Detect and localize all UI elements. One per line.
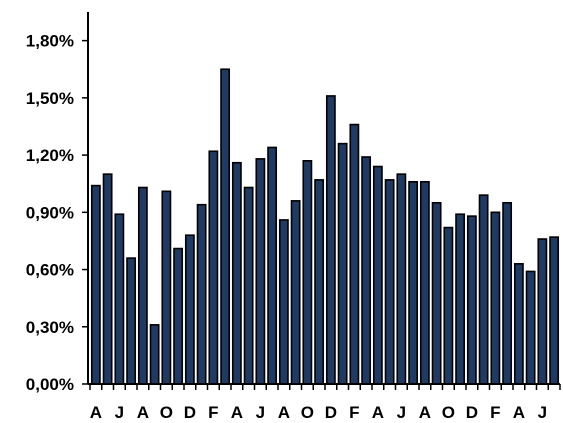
bar <box>431 201 442 385</box>
x-tick-label: D <box>184 403 196 422</box>
x-tick-label: A <box>372 403 384 422</box>
x-tick-label: O <box>442 403 455 422</box>
bar <box>231 161 242 385</box>
bar <box>267 146 278 385</box>
x-tick-label: D <box>466 403 478 422</box>
x-tick-label: J <box>538 403 547 422</box>
bars-layer <box>90 68 560 385</box>
x-tick-label: A <box>231 403 243 422</box>
bar <box>455 213 466 385</box>
bar <box>361 156 372 385</box>
bar <box>290 200 301 385</box>
y-tick-label: 0,30% <box>26 318 74 337</box>
bar <box>537 238 548 385</box>
x-tick-label: D <box>325 403 337 422</box>
x-tick-label: J <box>397 403 406 422</box>
bar <box>208 150 219 385</box>
bar <box>384 179 395 385</box>
y-tick-label: 0,00% <box>26 375 74 394</box>
bar <box>549 236 560 385</box>
y-tick-label: 1,50% <box>26 89 74 108</box>
y-tick-label: 0,60% <box>26 261 74 280</box>
bar <box>478 194 489 385</box>
bar <box>114 213 125 385</box>
bar <box>149 324 160 385</box>
y-tick-label: 1,20% <box>26 146 74 165</box>
bar <box>513 263 524 385</box>
x-tick-label: J <box>115 403 124 422</box>
x-tick-label: A <box>513 403 525 422</box>
x-tick-label: A <box>90 403 102 422</box>
bar <box>255 158 266 385</box>
y-tick-label: 1,80% <box>26 32 74 51</box>
bar <box>302 160 313 385</box>
axes <box>87 12 560 385</box>
bar <box>278 219 289 385</box>
bar <box>419 180 430 385</box>
bar <box>443 226 454 385</box>
bar <box>184 234 195 385</box>
bar <box>337 142 348 385</box>
bar <box>349 123 360 385</box>
bar <box>220 68 231 385</box>
x-tick-label: A <box>419 403 431 422</box>
x-tick-label: F <box>349 403 359 422</box>
bar <box>102 173 113 385</box>
x-tick-label: O <box>301 403 314 422</box>
bar <box>126 257 137 385</box>
bar <box>372 165 383 385</box>
bar <box>490 211 501 385</box>
bar <box>137 186 148 385</box>
bar <box>502 201 513 385</box>
bar <box>196 203 207 385</box>
bar <box>408 180 419 385</box>
bar <box>325 95 336 385</box>
bar <box>396 173 407 385</box>
x-tick-label: J <box>256 403 265 422</box>
bar <box>525 270 536 385</box>
bar <box>161 190 172 385</box>
x-tick-label: A <box>278 403 290 422</box>
bar <box>243 186 254 385</box>
bar <box>173 247 184 385</box>
y-tick-label: 0,90% <box>26 203 74 222</box>
x-tick-label: F <box>490 403 500 422</box>
bar <box>90 184 101 385</box>
x-tick-label: A <box>137 403 149 422</box>
bar <box>314 179 325 385</box>
x-tick-label: O <box>160 403 173 422</box>
y-axis-ticks: 0,00% 0,30% 0,60% 0,90% 1,20% 1,50% 1,80% <box>26 32 88 394</box>
bar <box>466 215 477 385</box>
x-tick-label: F <box>208 403 218 422</box>
